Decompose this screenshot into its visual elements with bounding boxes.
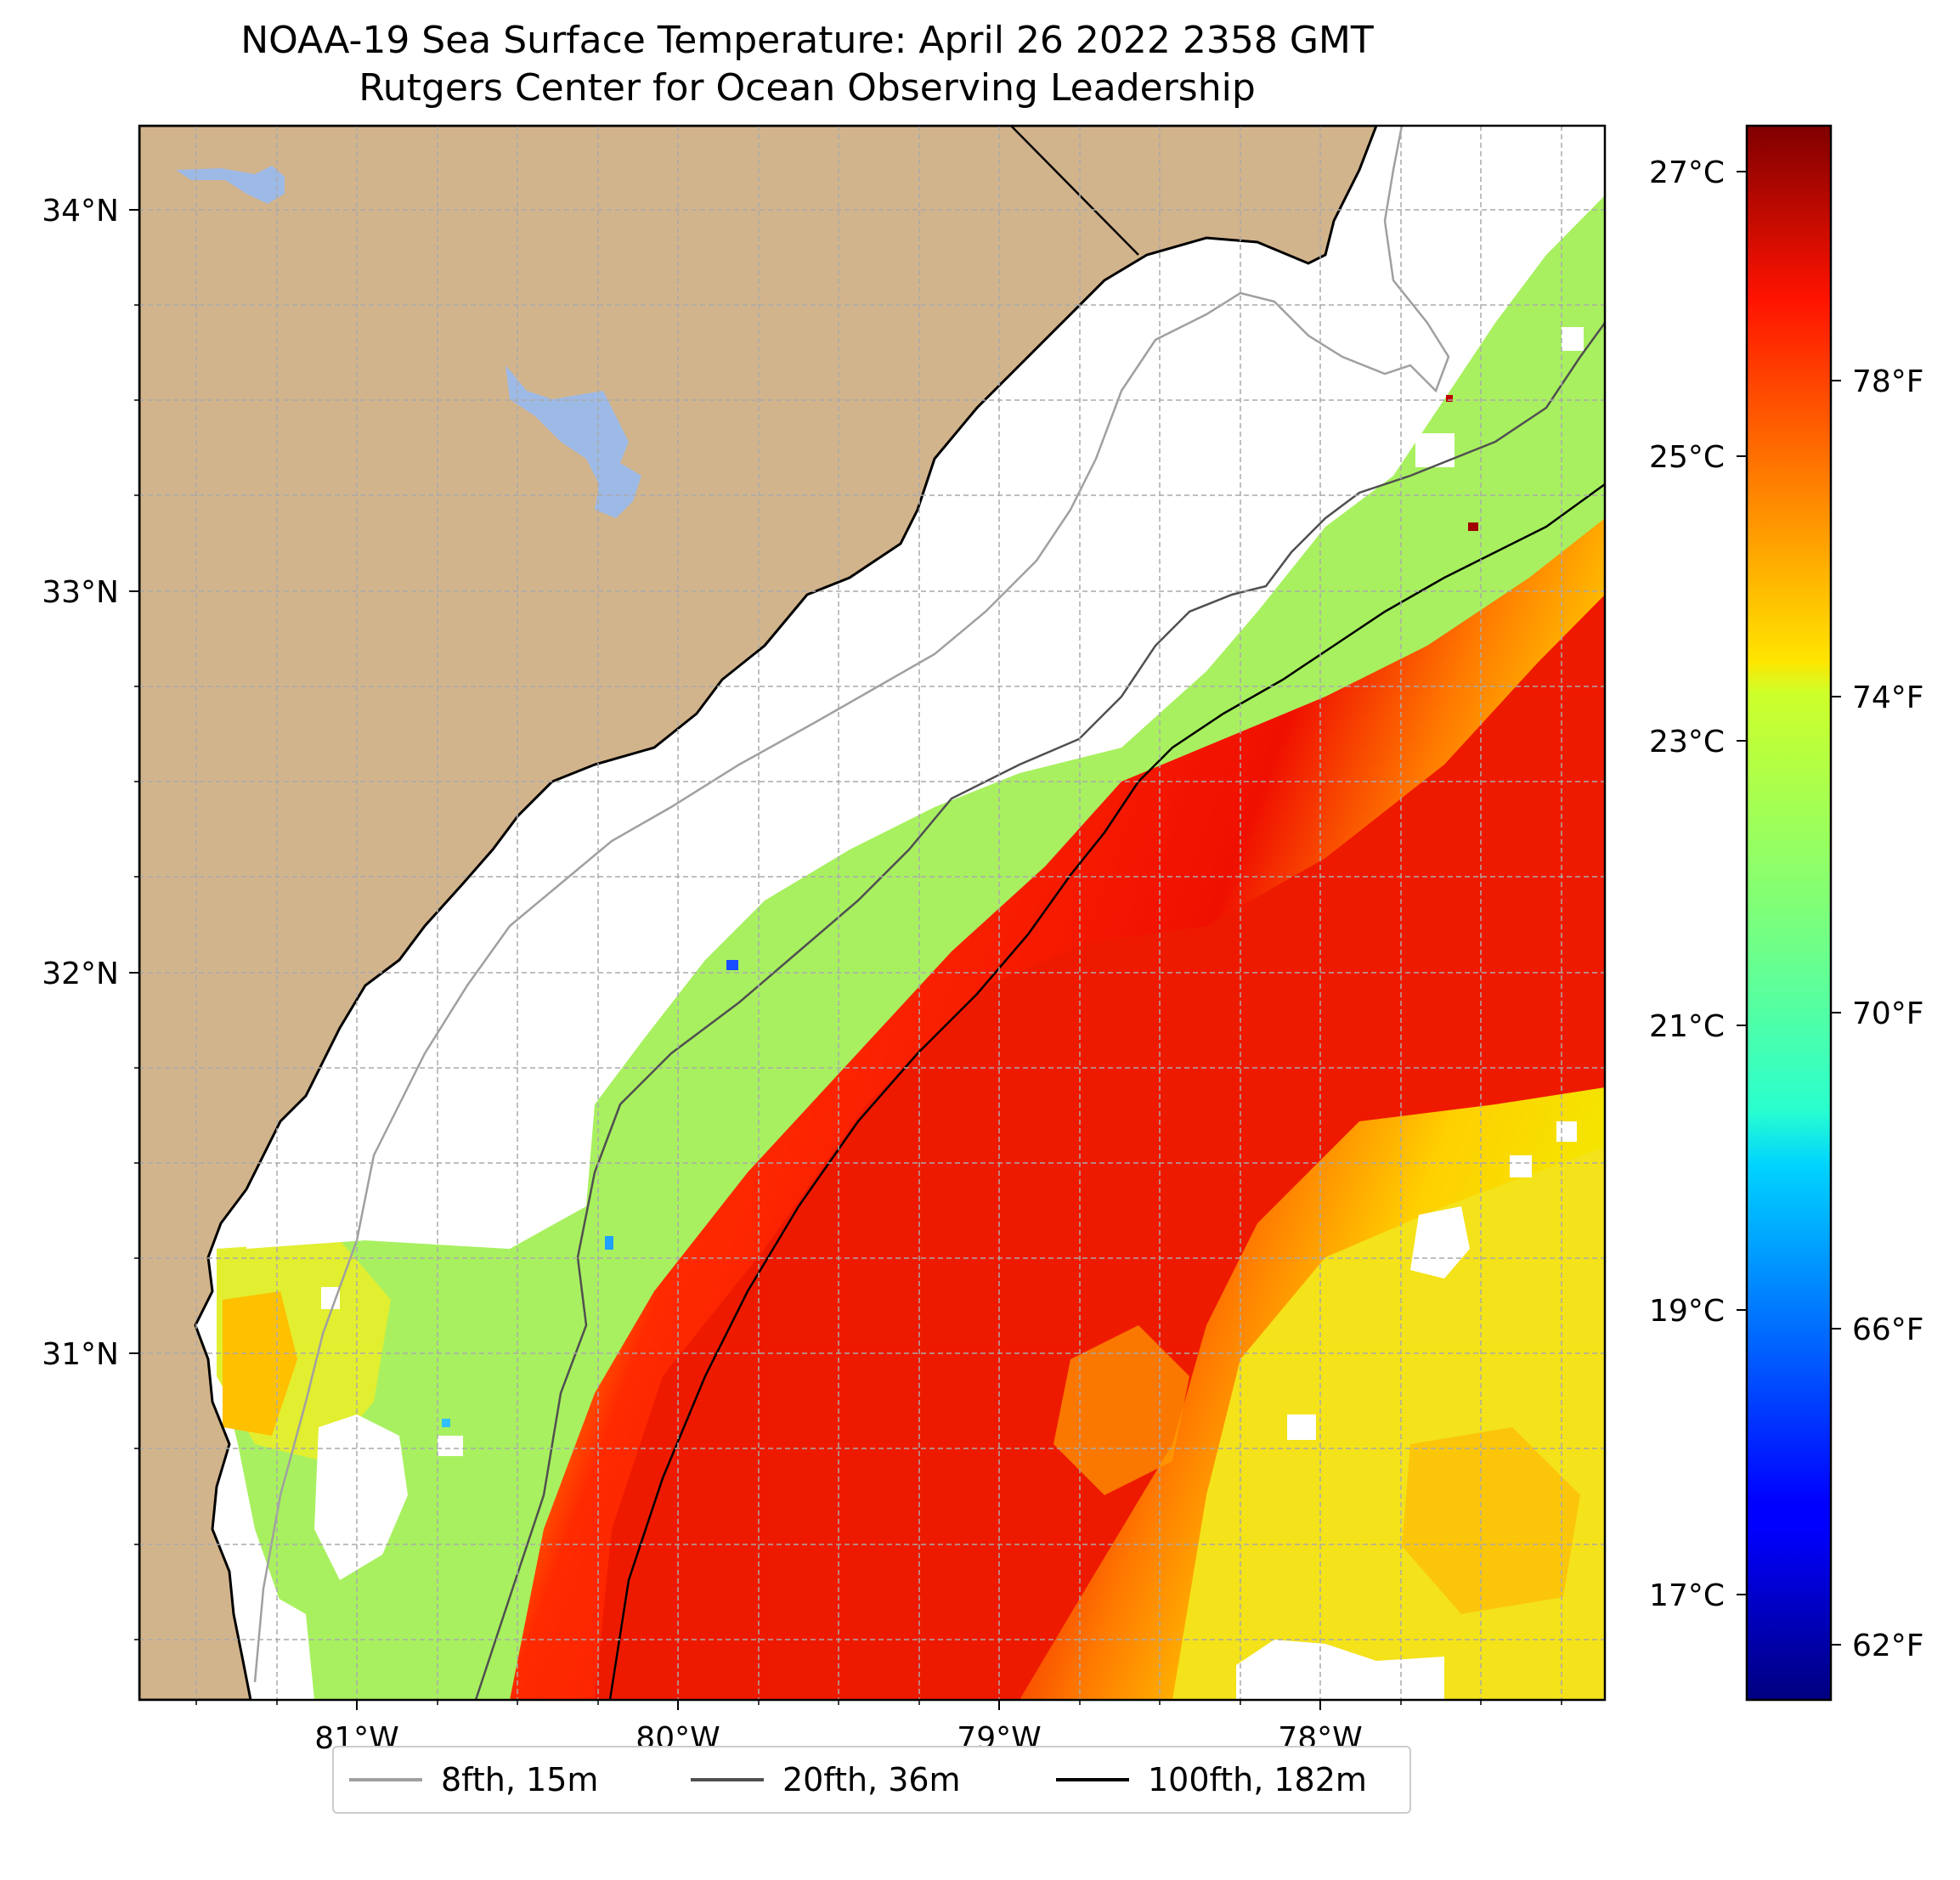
legend-label: 20fth, 36m bbox=[782, 1761, 961, 1798]
cloud-gap-shelf bbox=[246, 238, 1478, 1249]
legend-line-8fth bbox=[349, 1778, 422, 1781]
colorbar-celsius-label: 19°C bbox=[1649, 1294, 1725, 1329]
contour-100fth bbox=[608, 483, 1605, 1700]
legend-line-20fth bbox=[691, 1778, 764, 1781]
colorbar-celsius-label: 17°C bbox=[1649, 1578, 1725, 1613]
colorbar-frame bbox=[1745, 124, 1833, 1702]
legend-line-100fth bbox=[1056, 1778, 1129, 1781]
colorbar-celsius-label: 23°C bbox=[1649, 725, 1725, 759]
sst-warm-core bbox=[595, 595, 1605, 1700]
colorbar-fahrenheit-label: 78°F bbox=[1852, 364, 1924, 399]
contour-20fth bbox=[474, 322, 1605, 1700]
colorbar-fahrenheit-label: 70°F bbox=[1852, 996, 1924, 1031]
colorbar-celsius-label: 27°C bbox=[1649, 155, 1725, 190]
lat-tick-label: 34°N bbox=[42, 194, 119, 229]
land bbox=[139, 126, 1378, 1700]
colorbar-fahrenheit-label: 74°F bbox=[1852, 680, 1924, 715]
map-frame bbox=[138, 124, 1607, 1702]
map-subtitle: Rutgers Center for Ocean Observing Leade… bbox=[359, 66, 1256, 110]
legend-item-8fth: 8fth, 15m bbox=[349, 1747, 598, 1812]
legend: 8fth, 15m 20fth, 36m 100fth, 182m bbox=[332, 1746, 1411, 1814]
colorbar bbox=[1747, 126, 1831, 1700]
colorbar-celsius-label: 25°C bbox=[1649, 440, 1725, 475]
legend-label: 100fth, 182m bbox=[1148, 1761, 1367, 1798]
map-panel bbox=[139, 126, 1605, 1700]
gridlines bbox=[139, 126, 1605, 1700]
legend-item-20fth: 20fth, 36m bbox=[691, 1747, 961, 1812]
lat-tick-label: 33°N bbox=[42, 575, 119, 610]
colorbar-celsius-label: 21°C bbox=[1649, 1009, 1725, 1044]
lat-tick-label: 31°N bbox=[42, 1337, 119, 1372]
lat-tick-label: 32°N bbox=[42, 957, 119, 991]
contour-8fth bbox=[253, 126, 1450, 1683]
colorbar-fahrenheit-label: 62°F bbox=[1852, 1629, 1924, 1663]
map-title: NOAA-19 Sea Surface Temperature: April 2… bbox=[240, 19, 1374, 62]
colorbar-fahrenheit-label: 66°F bbox=[1852, 1313, 1924, 1347]
legend-item-100fth: 100fth, 182m bbox=[1056, 1747, 1367, 1812]
lake-moultrie bbox=[506, 365, 641, 518]
legend-label: 8fth, 15m bbox=[441, 1761, 599, 1798]
lake-marion bbox=[176, 166, 285, 204]
